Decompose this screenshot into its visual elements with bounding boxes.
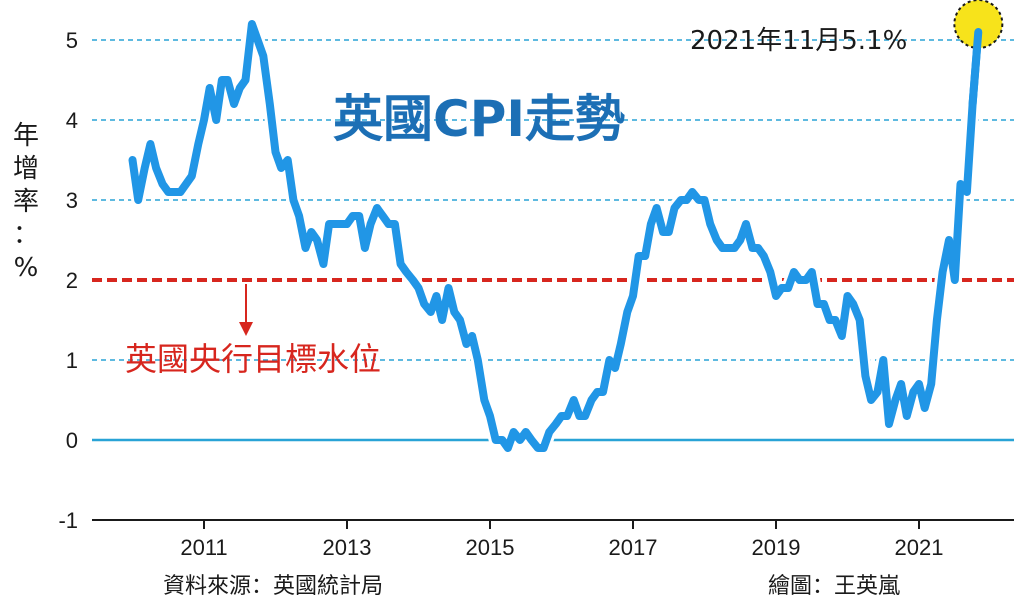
y-tick-label: 2 xyxy=(66,268,78,293)
cpi-line-tip xyxy=(968,28,983,108)
series-layer xyxy=(125,0,1004,455)
target-label: 英國央行目標水位 xyxy=(125,340,381,378)
x-tick-label: 2013 xyxy=(323,535,372,560)
target-layer xyxy=(92,278,1014,336)
x-tick-label: 2019 xyxy=(752,535,801,560)
x-tick-label: 2011 xyxy=(180,535,227,560)
axis-layer xyxy=(92,519,1014,529)
x-tick-label: 2021 xyxy=(895,535,944,560)
target-arrow-head xyxy=(239,322,253,336)
y-axis-label-char: ： xyxy=(13,220,39,250)
y-tick-label: 4 xyxy=(66,108,78,133)
credit-label: 繪圖：王英嵐 xyxy=(768,574,900,599)
cpi-line xyxy=(128,20,983,452)
y-tick-label: 0 xyxy=(66,428,78,453)
y-axis-label-char: 年 xyxy=(13,121,39,151)
y-tick-label: 5 xyxy=(66,28,78,53)
y-axis-label-char: 增 xyxy=(13,154,39,184)
y-axis-label-char: % xyxy=(14,253,39,283)
y-tick-label: 1 xyxy=(66,348,78,373)
x-tick-label: 2017 xyxy=(609,535,658,560)
y-tick-label: 3 xyxy=(66,188,78,213)
peak-annotation: 2021年11月5.1% xyxy=(690,26,907,56)
source-label: 資料來源：英國統計局 xyxy=(163,574,383,599)
cpi-line-halo xyxy=(125,17,986,455)
label-layer: -1 0 1 2 3 4 5 2011 2013 2015 2017 2019 2021 年增率：% xyxy=(13,28,943,560)
y-axis-label-char: 率 xyxy=(13,187,39,217)
x-tick-label: 2015 xyxy=(466,535,515,560)
y-tick-label: -1 xyxy=(58,508,78,533)
chart-title: 英國CPI走勢 xyxy=(333,90,625,148)
